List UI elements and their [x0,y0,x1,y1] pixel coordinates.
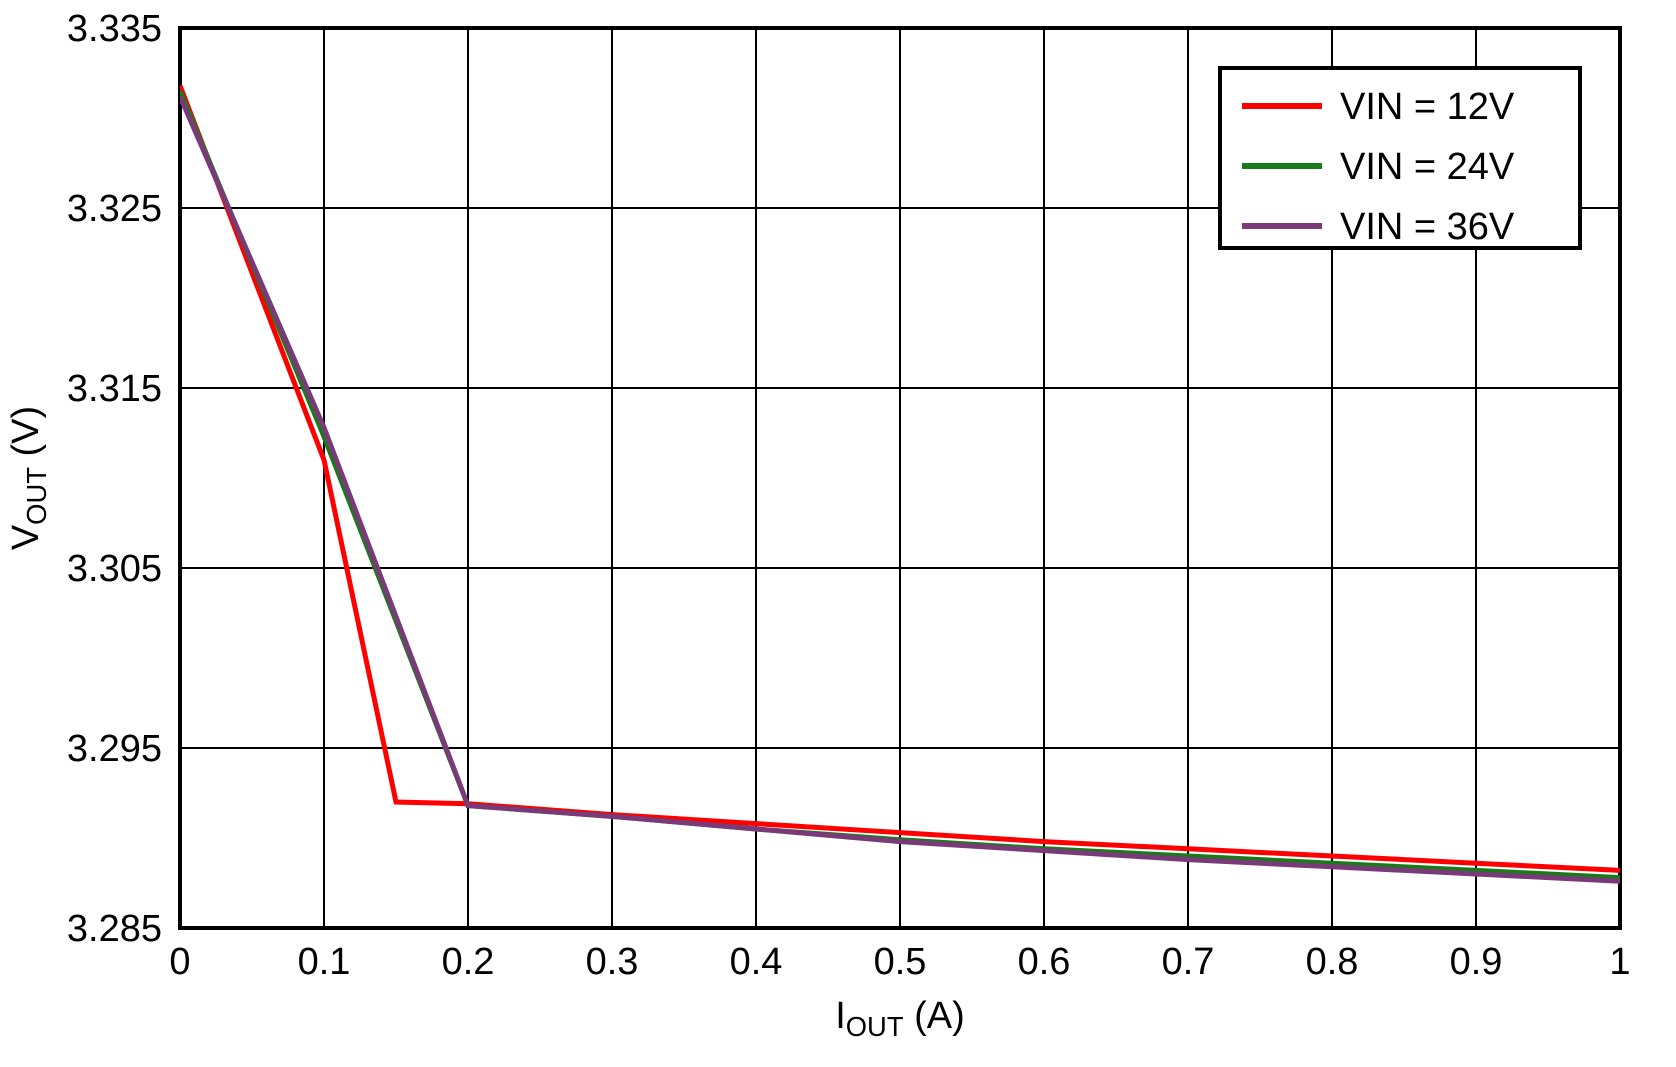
x-tick-label: 0 [169,941,190,983]
x-tick-label: 0.8 [1306,941,1359,983]
x-tick-label: 0.5 [874,941,927,983]
y-tick-label: 3.305 [67,548,162,590]
x-tick-label: 1 [1609,941,1630,983]
legend: VIN = 12V VIN = 24V VIN = 36V [1220,68,1580,248]
y-tick-label: 3.325 [67,188,162,230]
y-tick-label: 3.335 [67,8,162,50]
x-tick-label: 0.7 [1162,941,1215,983]
legend-label: VIN = 12V [1340,86,1515,128]
y-tick-label: 3.285 [67,908,162,950]
x-tick-label: 0.9 [1450,941,1503,983]
x-tick-label: 0.3 [586,941,639,983]
line-chart: 0 0.1 0.2 0.3 0.4 0.5 0.6 0.7 0.8 0.9 1 3.285 3.295 3… [0,0,1676,1067]
legend-label: VIN = 36V [1340,206,1515,248]
x-tick-label: 0.4 [730,941,783,983]
y-tick-label: 3.315 [67,368,162,410]
y-tick-label: 3.295 [67,728,162,770]
x-tick-label: 0.6 [1018,941,1071,983]
x-tick-label: 0.2 [442,941,495,983]
chart-container: 0 0.1 0.2 0.3 0.4 0.5 0.6 0.7 0.8 0.9 1 3.285 3.295 3… [0,0,1676,1067]
legend-label: VIN = 24V [1340,146,1515,188]
x-tick-label: 0.1 [298,941,351,983]
